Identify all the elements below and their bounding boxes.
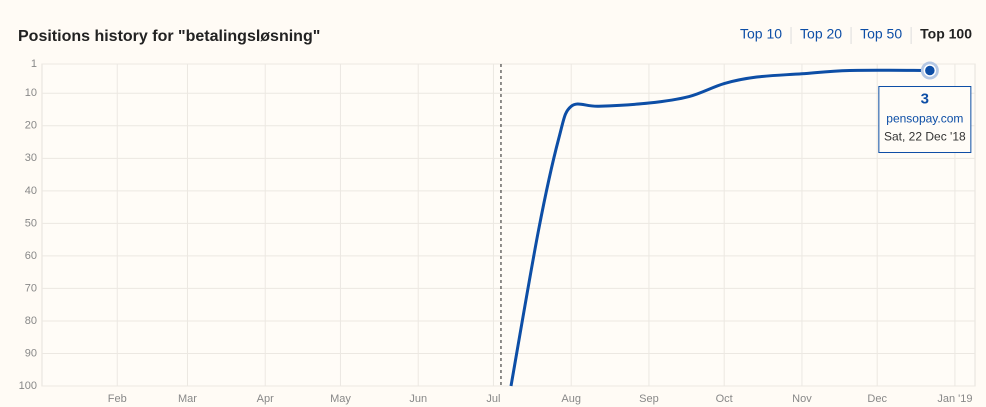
y-tick-label: 70 — [25, 282, 37, 294]
x-tick-label: Sep — [639, 393, 659, 405]
x-tick-label: Jun — [409, 393, 427, 405]
x-tick-label: Feb — [108, 393, 127, 405]
x-tick-label: Apr — [257, 393, 274, 405]
y-tick-label: 80 — [25, 315, 37, 327]
point — [923, 64, 937, 77]
x-tick-label: Jul — [486, 393, 500, 405]
tooltip-value: 3 — [921, 90, 929, 107]
y-tick-label: 100 — [19, 380, 37, 392]
tooltip-date: Sat, 22 Dec '18 — [884, 130, 966, 144]
x-tick-label: Jan '19 — [937, 393, 972, 405]
x-tick-label: Mar — [178, 393, 197, 405]
tooltip — [878, 86, 972, 154]
y-tick-label: 50 — [25, 217, 37, 229]
y-tick-label: 1 — [31, 58, 37, 70]
chart-title: Positions history for "betalingsløsning" — [18, 28, 320, 45]
tab[interactable]: Top 20 — [800, 26, 842, 42]
y-tick-label: 40 — [25, 185, 37, 197]
x-tick-label: Nov — [792, 393, 812, 405]
x-tick-label: Aug — [561, 393, 581, 405]
y-tick-label: 90 — [25, 347, 37, 359]
plot-area — [41, 63, 976, 387]
y-tick-label: 10 — [25, 87, 37, 99]
y-tick-label: 30 — [25, 152, 37, 164]
tooltip-series: pensopay.com — [886, 112, 963, 126]
tabs: Top 100 Top 50 Top 20 Top 10 — [740, 26, 972, 44]
x-tick-label: Dec — [867, 393, 887, 405]
y-tick-label: 20 — [25, 120, 37, 132]
x-tick-label: Oct — [716, 393, 733, 405]
tab[interactable]: Top 10 — [740, 26, 782, 42]
x-tick-label: May — [330, 393, 351, 405]
y-tick-label: 60 — [25, 250, 37, 262]
tab[interactable]: Top 100 — [920, 26, 972, 42]
tab[interactable]: Top 50 — [860, 26, 902, 42]
series-line — [509, 68, 930, 387]
